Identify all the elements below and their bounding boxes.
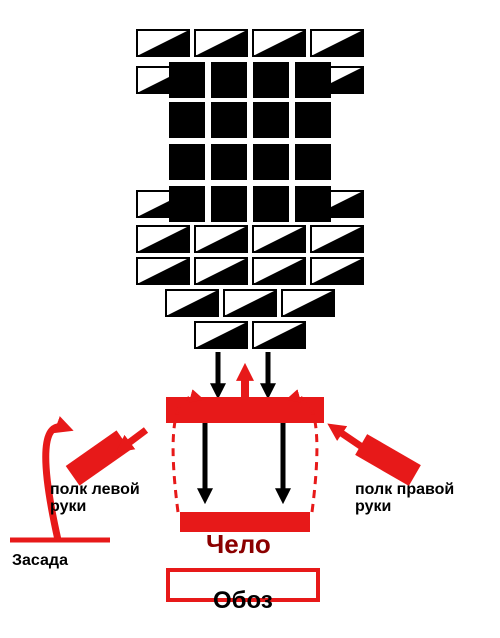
enemy-flag-unit <box>311 30 363 56</box>
enemy-solid-unit <box>169 186 205 222</box>
right-flank-block <box>355 434 421 486</box>
label-oboz: Обоз <box>213 588 273 613</box>
left-flank-block <box>66 430 131 485</box>
enemy-solid-unit <box>211 186 247 222</box>
enemy-solid-unit <box>169 62 205 98</box>
label-ambush: Засада <box>12 553 68 570</box>
enemy-flag-unit <box>195 322 247 348</box>
enemy-solid-unit <box>253 144 289 180</box>
enemy-solid-unit <box>253 186 289 222</box>
label-left-flank: полк левойруки <box>50 482 140 516</box>
enemy-flag-unit <box>166 290 218 316</box>
enemy-flag-unit <box>137 30 189 56</box>
vanguard-bar <box>166 397 324 423</box>
enemy-flag-unit <box>282 290 334 316</box>
enemy-solid-unit <box>295 144 331 180</box>
enemy-flag-unit <box>195 226 247 252</box>
enemy-solid-unit <box>295 102 331 138</box>
enemy-flag-unit <box>195 258 247 284</box>
enemy-solid-unit <box>211 102 247 138</box>
enemy-flag-unit <box>137 226 189 252</box>
enemy-flag-unit <box>253 258 305 284</box>
enemy-flag-unit <box>195 30 247 56</box>
enemy-flag-unit <box>311 226 363 252</box>
enemy-flag-unit <box>311 258 363 284</box>
label-right-flank: полк правойруки <box>355 482 454 516</box>
enemy-flag-unit <box>253 322 305 348</box>
enemy-flag-unit <box>224 290 276 316</box>
enemy-flag-unit <box>253 226 305 252</box>
right-flank-arrow <box>334 428 362 447</box>
enemy-solid-unit <box>211 62 247 98</box>
enemy-solid-unit <box>253 62 289 98</box>
enemy-solid-unit <box>211 144 247 180</box>
enemy-flag-unit <box>137 258 189 284</box>
enemy-solid-unit <box>253 102 289 138</box>
enemy-flag-unit <box>253 30 305 56</box>
label-chelo: Чело <box>206 531 271 558</box>
enemy-solid-unit <box>169 144 205 180</box>
left-flank-arrow <box>122 430 146 448</box>
enemy-solid-unit <box>169 102 205 138</box>
